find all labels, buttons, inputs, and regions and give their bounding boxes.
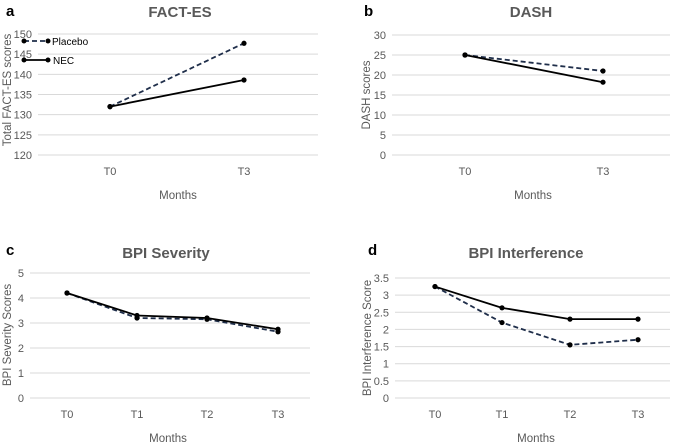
y-tick-label-d-1: 0.5 bbox=[374, 376, 389, 388]
y-tick-label-d-6: 3 bbox=[383, 290, 389, 302]
panel-d: d BPI Interference BPI Interference Scor… bbox=[362, 242, 670, 444]
y-tick-label-c-4: 4 bbox=[18, 293, 24, 305]
y-tick-label-d-2: 1 bbox=[383, 359, 389, 371]
y-tick-label-b-1: 5 bbox=[380, 130, 386, 142]
data-point-c-nec-2 bbox=[204, 315, 210, 321]
x-axis-label-a: Months bbox=[159, 190, 197, 202]
y-tick-label-d-7: 3.5 bbox=[374, 273, 389, 285]
y-axis-label-b: DASH scores bbox=[361, 60, 373, 129]
data-point-d-nec-2 bbox=[567, 316, 573, 322]
y-tick-label-c-5: 5 bbox=[18, 268, 24, 280]
legend-nec-label: NEC bbox=[53, 56, 74, 67]
y-tick-label-a-2: 130 bbox=[14, 110, 32, 122]
plot-area-a: 120 125 130 135 140 145 150 T0 T3 bbox=[14, 29, 318, 178]
y-tick-label-a-6: 150 bbox=[14, 29, 32, 41]
x-tick-label-a-1: T3 bbox=[238, 166, 251, 178]
plot-area-d: 0 0.5 1 1.5 2 2.5 3 3.5 T0 T1 T2 T3 bbox=[374, 273, 670, 421]
x-tick-label-d-2: T2 bbox=[564, 409, 577, 421]
data-point-d-placebo-3 bbox=[635, 337, 641, 343]
series-line-c-placebo bbox=[66, 292, 279, 333]
data-point-d-nec-1 bbox=[499, 305, 505, 311]
x-axis-label-d: Months bbox=[517, 433, 555, 444]
y-tick-label-a-3: 135 bbox=[14, 90, 32, 102]
y-tick-label-d-4: 2 bbox=[383, 324, 389, 336]
y-tick-label-b-0: 0 bbox=[380, 150, 386, 162]
x-tick-label-d-3: T3 bbox=[632, 409, 645, 421]
data-point-a-nec-1 bbox=[241, 77, 247, 83]
series-line-a-nec bbox=[109, 79, 245, 108]
x-tick-label-c-0: T0 bbox=[61, 409, 74, 421]
panel-letter-c: c bbox=[6, 242, 14, 259]
panel-c: c BPI Severity BPI Severity Scores Month… bbox=[2, 242, 310, 444]
series-line-b-nec bbox=[464, 54, 604, 84]
data-point-b-placebo-1 bbox=[600, 68, 606, 74]
panel-letter-b: b bbox=[364, 3, 373, 20]
y-tick-label-b-2: 10 bbox=[374, 110, 386, 122]
legend-placebo-label: Placebo bbox=[52, 37, 89, 48]
x-tick-label-b-1: T3 bbox=[597, 166, 610, 178]
x-tick-label-b-0: T0 bbox=[459, 166, 472, 178]
panel-letter-a: a bbox=[6, 3, 15, 20]
chart-title-b: DASH bbox=[510, 4, 553, 21]
x-tick-label-c-3: T3 bbox=[272, 409, 285, 421]
x-tick-label-d-0: T0 bbox=[429, 409, 442, 421]
data-point-c-nec-0 bbox=[64, 290, 70, 296]
series-line-c-nec bbox=[66, 292, 279, 331]
plot-area-b: 0 5 10 15 20 25 30 T0 T3 bbox=[374, 30, 670, 178]
chart-title-d: BPI Interference bbox=[468, 245, 583, 262]
data-point-d-nec-0 bbox=[432, 283, 438, 290]
legend-nec-marker bbox=[21, 57, 27, 63]
y-tick-label-c-0: 0 bbox=[18, 393, 24, 405]
y-axis-label-d: BPI Interference Score bbox=[362, 280, 374, 396]
data-point-d-placebo-1 bbox=[499, 319, 505, 326]
series-line-b-placebo bbox=[464, 54, 604, 72]
legend-placebo-marker-end bbox=[45, 38, 51, 44]
legend: Placebo NEC bbox=[21, 37, 89, 67]
data-point-d-nec-3 bbox=[635, 316, 641, 322]
y-tick-label-b-3: 15 bbox=[374, 90, 386, 102]
chart-title-c: BPI Severity bbox=[122, 245, 210, 262]
y-tick-label-a-5: 145 bbox=[14, 49, 32, 61]
y-tick-label-d-5: 2.5 bbox=[374, 307, 389, 319]
y-tick-label-a-1: 125 bbox=[14, 130, 32, 142]
legend-placebo-marker bbox=[21, 38, 27, 44]
y-tick-label-d-0: 0 bbox=[383, 393, 389, 405]
y-tick-label-c-2: 2 bbox=[18, 343, 24, 355]
x-tick-label-c-1: T1 bbox=[131, 409, 144, 421]
data-point-b-nec-0 bbox=[462, 52, 468, 58]
chart-title-a: FACT-ES bbox=[148, 4, 211, 21]
panel-b: b DASH DASH scores Months 0 5 10 15 20 25 30 T0… bbox=[361, 3, 670, 202]
y-tick-label-c-1: 1 bbox=[18, 368, 24, 380]
y-axis-label-c: BPI Severity Scores bbox=[2, 284, 14, 387]
x-axis-label-b: Months bbox=[514, 190, 552, 202]
y-tick-label-b-4: 20 bbox=[374, 70, 386, 82]
y-tick-label-d-3: 1.5 bbox=[374, 342, 389, 354]
x-tick-label-d-1: T1 bbox=[496, 409, 509, 421]
y-tick-label-a-0: 120 bbox=[14, 150, 32, 162]
y-tick-label-a-4: 140 bbox=[14, 69, 32, 81]
series-line-a-placebo bbox=[109, 42, 245, 108]
y-tick-label-b-5: 25 bbox=[374, 50, 386, 62]
x-tick-label-a-0: T0 bbox=[104, 166, 117, 178]
y-tick-label-c-3: 3 bbox=[18, 318, 24, 330]
series-line-d-nec bbox=[434, 285, 638, 321]
y-tick-label-b-6: 30 bbox=[374, 30, 386, 42]
data-point-a-placebo-1 bbox=[241, 40, 247, 46]
data-point-a-nec-0 bbox=[107, 104, 113, 110]
data-point-b-nec-1 bbox=[600, 79, 606, 85]
x-tick-label-c-2: T2 bbox=[201, 409, 214, 421]
x-axis-label-c: Months bbox=[149, 433, 187, 444]
panel-letter-d: d bbox=[368, 242, 377, 259]
panel-a: a FACT-ES Total FACT-ES scores Months 12… bbox=[2, 3, 318, 202]
data-point-d-placebo-2 bbox=[567, 342, 573, 348]
legend-nec-marker-end bbox=[45, 57, 51, 63]
data-point-c-nec-3 bbox=[275, 326, 281, 332]
plot-area-c: 0 1 2 3 4 5 T0 T1 T2 T3 bbox=[18, 268, 310, 421]
data-point-c-nec-1 bbox=[134, 312, 140, 319]
y-axis-label-a: Total FACT-ES scores bbox=[2, 34, 14, 147]
